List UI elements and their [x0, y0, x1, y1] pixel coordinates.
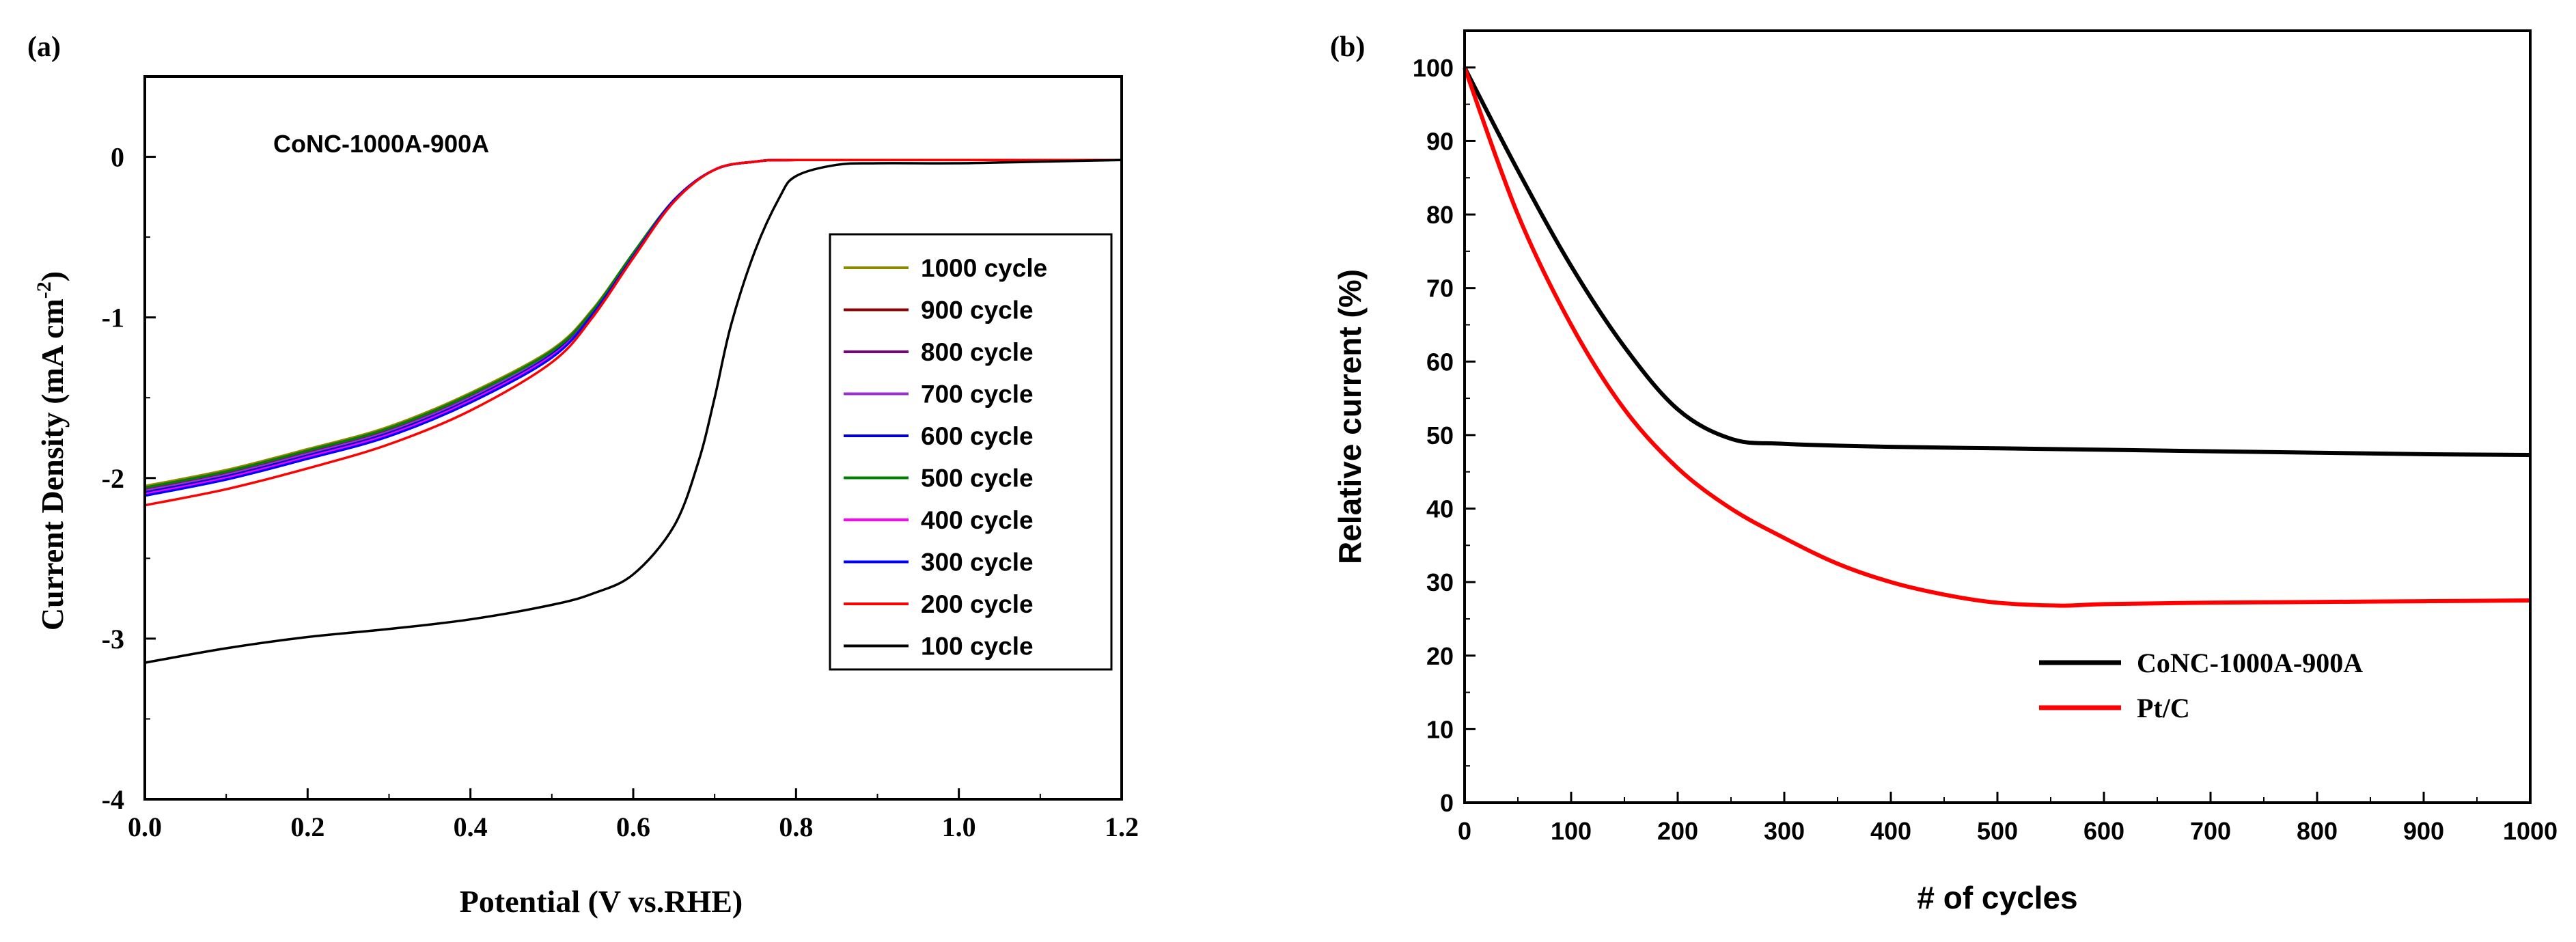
chart-b-frame: [1463, 29, 2532, 804]
chart-b-y-axis-label: Relative current (%): [1332, 269, 1368, 564]
chart-a-series-100-cycle: [144, 158, 1122, 664]
chart-b-y-ticks: 0 10 20 30 40 50 60 70 80 90 100: [1413, 54, 1476, 817]
chart-a-y-ticks: 0 -1 -2 -3 -4: [102, 142, 156, 815]
chart-b-x-tick-label: 0: [1458, 817, 1471, 845]
chart-b-y-tick-label: 20: [1426, 642, 1454, 670]
panel-b-label: (b): [1330, 31, 1365, 63]
chart-a-y-tick-label: 0: [111, 142, 124, 173]
chart-a-legend-label-800-cycle: 800 cycle: [921, 338, 1034, 366]
chart-b-y-tick-label: 80: [1426, 201, 1454, 229]
chart-a-legend-label-900-cycle: 900 cycle: [921, 296, 1034, 324]
chart-a-annotation: CoNC-1000A-900A: [273, 130, 489, 158]
chart-a: (a) 0.0 0.2 0.4 0.6 0.8 1.0 1.2 0 -1 -2 -3 -4 CoNC…: [27, 31, 1139, 919]
chart-a-x-tick-label: 0.2: [290, 812, 324, 842]
chart-a-legend-label-600-cycle: 600 cycle: [921, 422, 1034, 450]
chart-a-legend-label-200-cycle: 200 cycle: [921, 590, 1034, 618]
chart-a-legend: [829, 233, 1113, 671]
chart-b-y-tick-label: 40: [1426, 495, 1454, 523]
chart-b-x-tick-label: 100: [1551, 817, 1592, 845]
chart-a-x-tick-label: 0.6: [616, 812, 650, 842]
chart-b-x-tick-label: 200: [1657, 817, 1698, 845]
chart-a-x-tick-label: 1.0: [942, 812, 976, 842]
chart-a-legend-label-700-cycle: 700 cycle: [921, 380, 1034, 408]
chart-a-legend-entries: 1000 cycle 900 cycle 800 cycle 700 cycle 600…: [844, 254, 1047, 661]
chart-b-x-tick-label: 400: [1870, 817, 1911, 845]
chart-b-series-conc-1000a-900a: [1463, 66, 2531, 457]
chart-b-x-tick-label: 300: [1764, 817, 1805, 845]
chart-b-series-group: [1463, 66, 2531, 608]
chart-b-legend-label-conc-1000a-900a: CoNC-1000A-900A: [2137, 648, 2363, 678]
chart-a-x-tick-label: 0.0: [128, 812, 162, 842]
chart-a-x-tick-label: 0.8: [779, 812, 813, 842]
chart-b-legend-label-pt-c: Pt/C: [2137, 693, 2190, 723]
chart-a-legend-label-1000-cycle: 1000 cycle: [921, 254, 1047, 282]
chart-a-x-tick-label: 1.2: [1105, 812, 1139, 842]
chart-b-series-pt-c: [1463, 66, 2531, 608]
chart-b-x-tick-label: 600: [2083, 817, 2124, 845]
chart-a-series-group: [144, 158, 1122, 664]
chart-a-legend-label-300-cycle: 300 cycle: [921, 549, 1034, 577]
chart-b-x-tick-label: 700: [2190, 817, 2231, 845]
chart-b-x-tick-label: 1000: [2503, 817, 2558, 845]
chart-b-y-tick-label: 70: [1426, 275, 1454, 303]
chart-a-legend-label-400-cycle: 400 cycle: [921, 506, 1034, 534]
chart-b-x-tick-label: 900: [2403, 817, 2444, 845]
chart-b-legend: CoNC-1000A-900A Pt/C: [2039, 648, 2363, 723]
chart-b-y-tick-label: 30: [1426, 568, 1454, 596]
chart-b-x-tick-label: 500: [1977, 817, 2018, 845]
chart-b-y-tick-label: 90: [1426, 127, 1454, 155]
chart-a-series-200-cycle: [144, 158, 1122, 507]
chart-b-x-axis-label: # of cycles: [1917, 880, 2077, 915]
chart-b-y-tick-label: 0: [1440, 789, 1454, 817]
chart-b-y-tick-label: 100: [1413, 54, 1454, 82]
chart-b-y-tick-label: 50: [1426, 421, 1454, 449]
chart-a-y-tick-label: -3: [102, 624, 124, 654]
chart-b-x-tick-label: 800: [2297, 817, 2338, 845]
chart-a-y-tick-label: -2: [102, 463, 124, 494]
chart-b-y-tick-label: 10: [1426, 715, 1454, 743]
chart-a-x-axis-label: Potential (V vs.RHE): [460, 884, 743, 919]
chart-a-x-tick-label: 0.4: [454, 812, 488, 842]
chart-a-x-ticks: 0.0 0.2 0.4 0.6 0.8 1.0 1.2: [128, 788, 1139, 842]
chart-a-y-axis-label: Current Density (mA cm-2): [33, 271, 70, 631]
chart-a-legend-label-500-cycle: 500 cycle: [921, 465, 1034, 493]
chart-a-y-tick-label: -4: [102, 784, 124, 815]
panel-a-label: (a): [27, 31, 61, 63]
chart-a-legend-label-100-cycle: 100 cycle: [921, 633, 1034, 661]
chart-b: (b) 0 100 200 300 400 500 600 700 800 900 1000 0 10…: [1330, 29, 2558, 915]
chart-b-x-ticks: 0 100 200 300 400 500 600 700 800 900 1000: [1458, 792, 2558, 845]
chart-a-y-tick-label: -1: [102, 303, 124, 333]
chart-b-y-tick-label: 60: [1426, 348, 1454, 376]
